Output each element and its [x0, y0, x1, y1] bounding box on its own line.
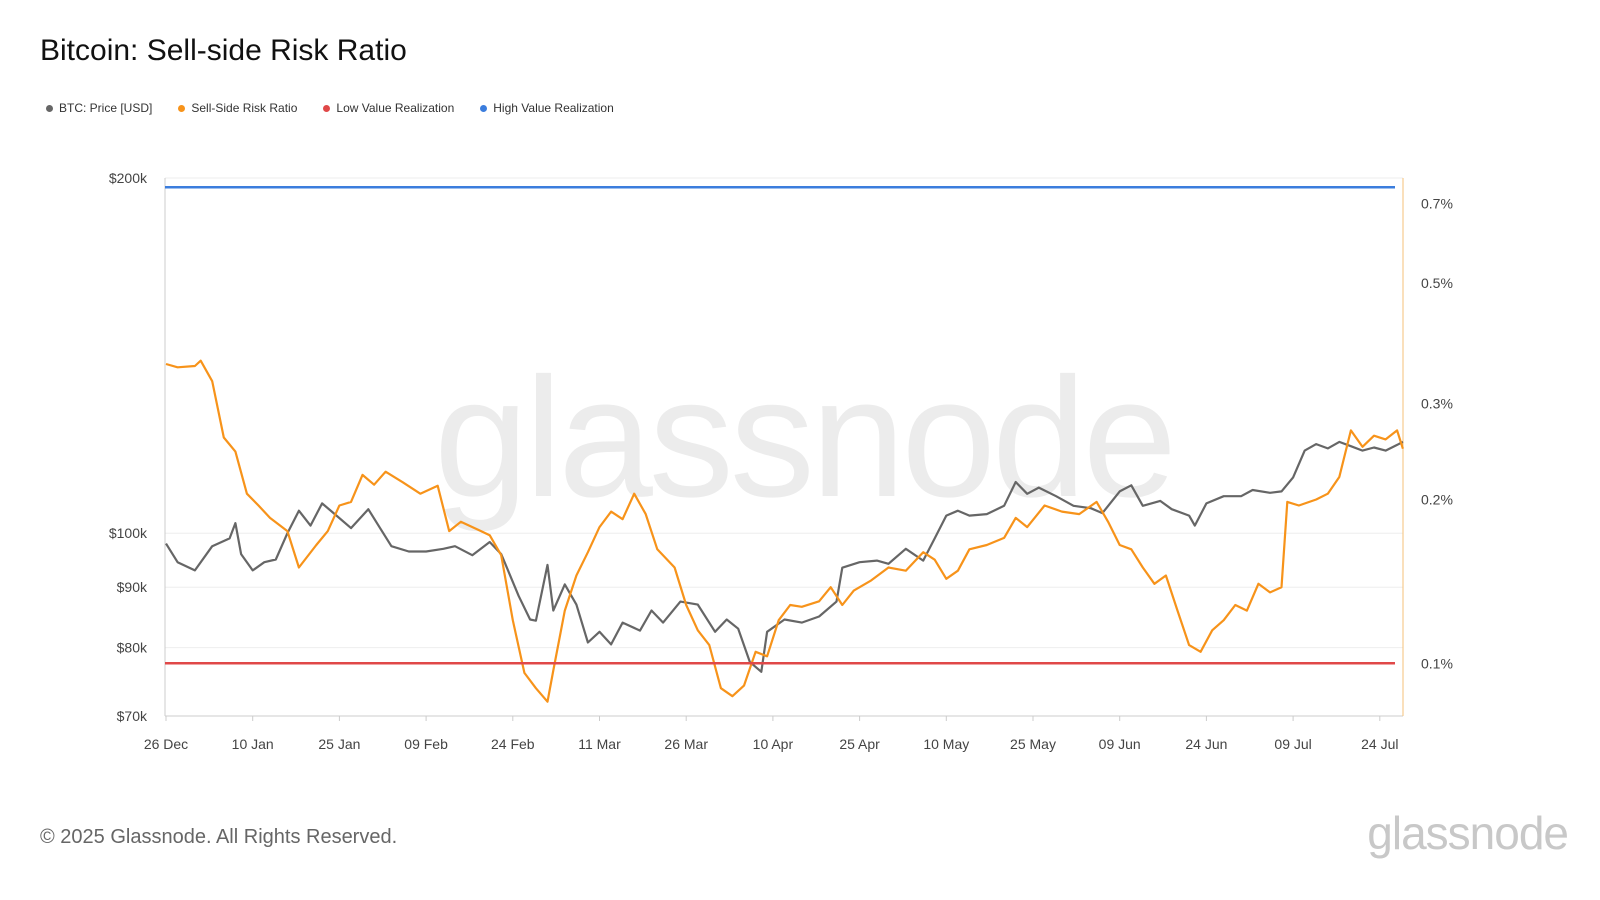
legend: BTC: Price [USD] Sell-Side Risk Ratio Lo…: [46, 101, 614, 115]
legend-dot-icon: [323, 104, 331, 112]
y-left-tick-label: $200k: [109, 170, 148, 186]
x-tick-label: 25 Jan: [318, 736, 360, 752]
copyright-footer: © 2025 Glassnode. All Rights Reserved.: [40, 826, 398, 848]
y-left-tick-label: $100k: [109, 525, 148, 541]
x-tick-label: 25 May: [1010, 736, 1056, 752]
legend-label: BTC: Price [USD]: [59, 101, 153, 115]
x-tick-label: 10 Jan: [232, 736, 274, 752]
legend-dot-icon: [480, 104, 488, 112]
legend-dot-icon: [46, 104, 53, 112]
x-tick-label: 24 Jun: [1185, 736, 1227, 752]
legend-item-low-value-realization[interactable]: Low Value Realization: [323, 101, 454, 115]
legend-dot-icon: [178, 104, 186, 112]
x-tick-label: 11 Mar: [578, 736, 621, 752]
series-line-btc-price-usd-: [165, 440, 1404, 673]
x-tick-label: 25 Apr: [839, 736, 880, 752]
legend-item-sell-side-risk-ratio[interactable]: Sell-Side Risk Ratio: [178, 101, 297, 115]
x-tick-label: 09 Jun: [1099, 736, 1141, 752]
x-tick-label: 26 Mar: [664, 736, 708, 752]
grid-lines: [165, 177, 1403, 717]
legend-label: High Value Realization: [493, 101, 614, 115]
x-tick-label: 24 Feb: [491, 736, 535, 752]
y-left-tick-label: $70k: [117, 708, 148, 724]
glassnode-logo[interactable]: glassnode: [1367, 807, 1569, 859]
y-right-tick-label: 0.1%: [1421, 655, 1453, 671]
x-tick-label: 26 Dec: [144, 736, 188, 752]
axes: [164, 178, 1404, 717]
x-tick-label: 10 May: [923, 736, 969, 752]
y-right-tick-label: 0.7%: [1421, 196, 1453, 212]
legend-item-btc-price[interactable]: BTC: Price [USD]: [46, 101, 152, 115]
y-right-axis-ticks: 0.7% 0.5% 0.3% 0.2% 0.1%: [1421, 196, 1453, 672]
legend-label: Sell-Side Risk Ratio: [191, 101, 298, 115]
x-axis-ticks: 26 Dec 10 Jan 25 Jan 09 Feb 24 Feb 11 Mar 26 M…: [144, 716, 1398, 752]
y-right-tick-label: 0.5%: [1421, 275, 1453, 291]
y-right-tick-label: 0.2%: [1421, 492, 1453, 508]
x-tick-label: 10 Apr: [753, 736, 794, 752]
y-left-tick-label: $90k: [117, 579, 148, 595]
x-tick-label: 09 Feb: [404, 736, 448, 752]
series-line-sell-side-risk-ratio: [165, 359, 1404, 703]
x-tick-label: 24 Jul: [1361, 736, 1398, 752]
y-left-tick-label: $80k: [117, 640, 148, 656]
x-tick-label: 09 Jul: [1274, 736, 1311, 752]
y-left-axis-ticks: $200k $100k $90k $80k $70k: [109, 170, 148, 724]
series-lines: [165, 186, 1404, 703]
legend-label: Low Value Realization: [336, 101, 455, 115]
y-right-tick-label: 0.3%: [1421, 396, 1453, 412]
legend-item-high-value-realization[interactable]: High Value Realization: [480, 101, 614, 115]
chart-title: Bitcoin: Sell-side Risk Ratio: [40, 34, 407, 67]
